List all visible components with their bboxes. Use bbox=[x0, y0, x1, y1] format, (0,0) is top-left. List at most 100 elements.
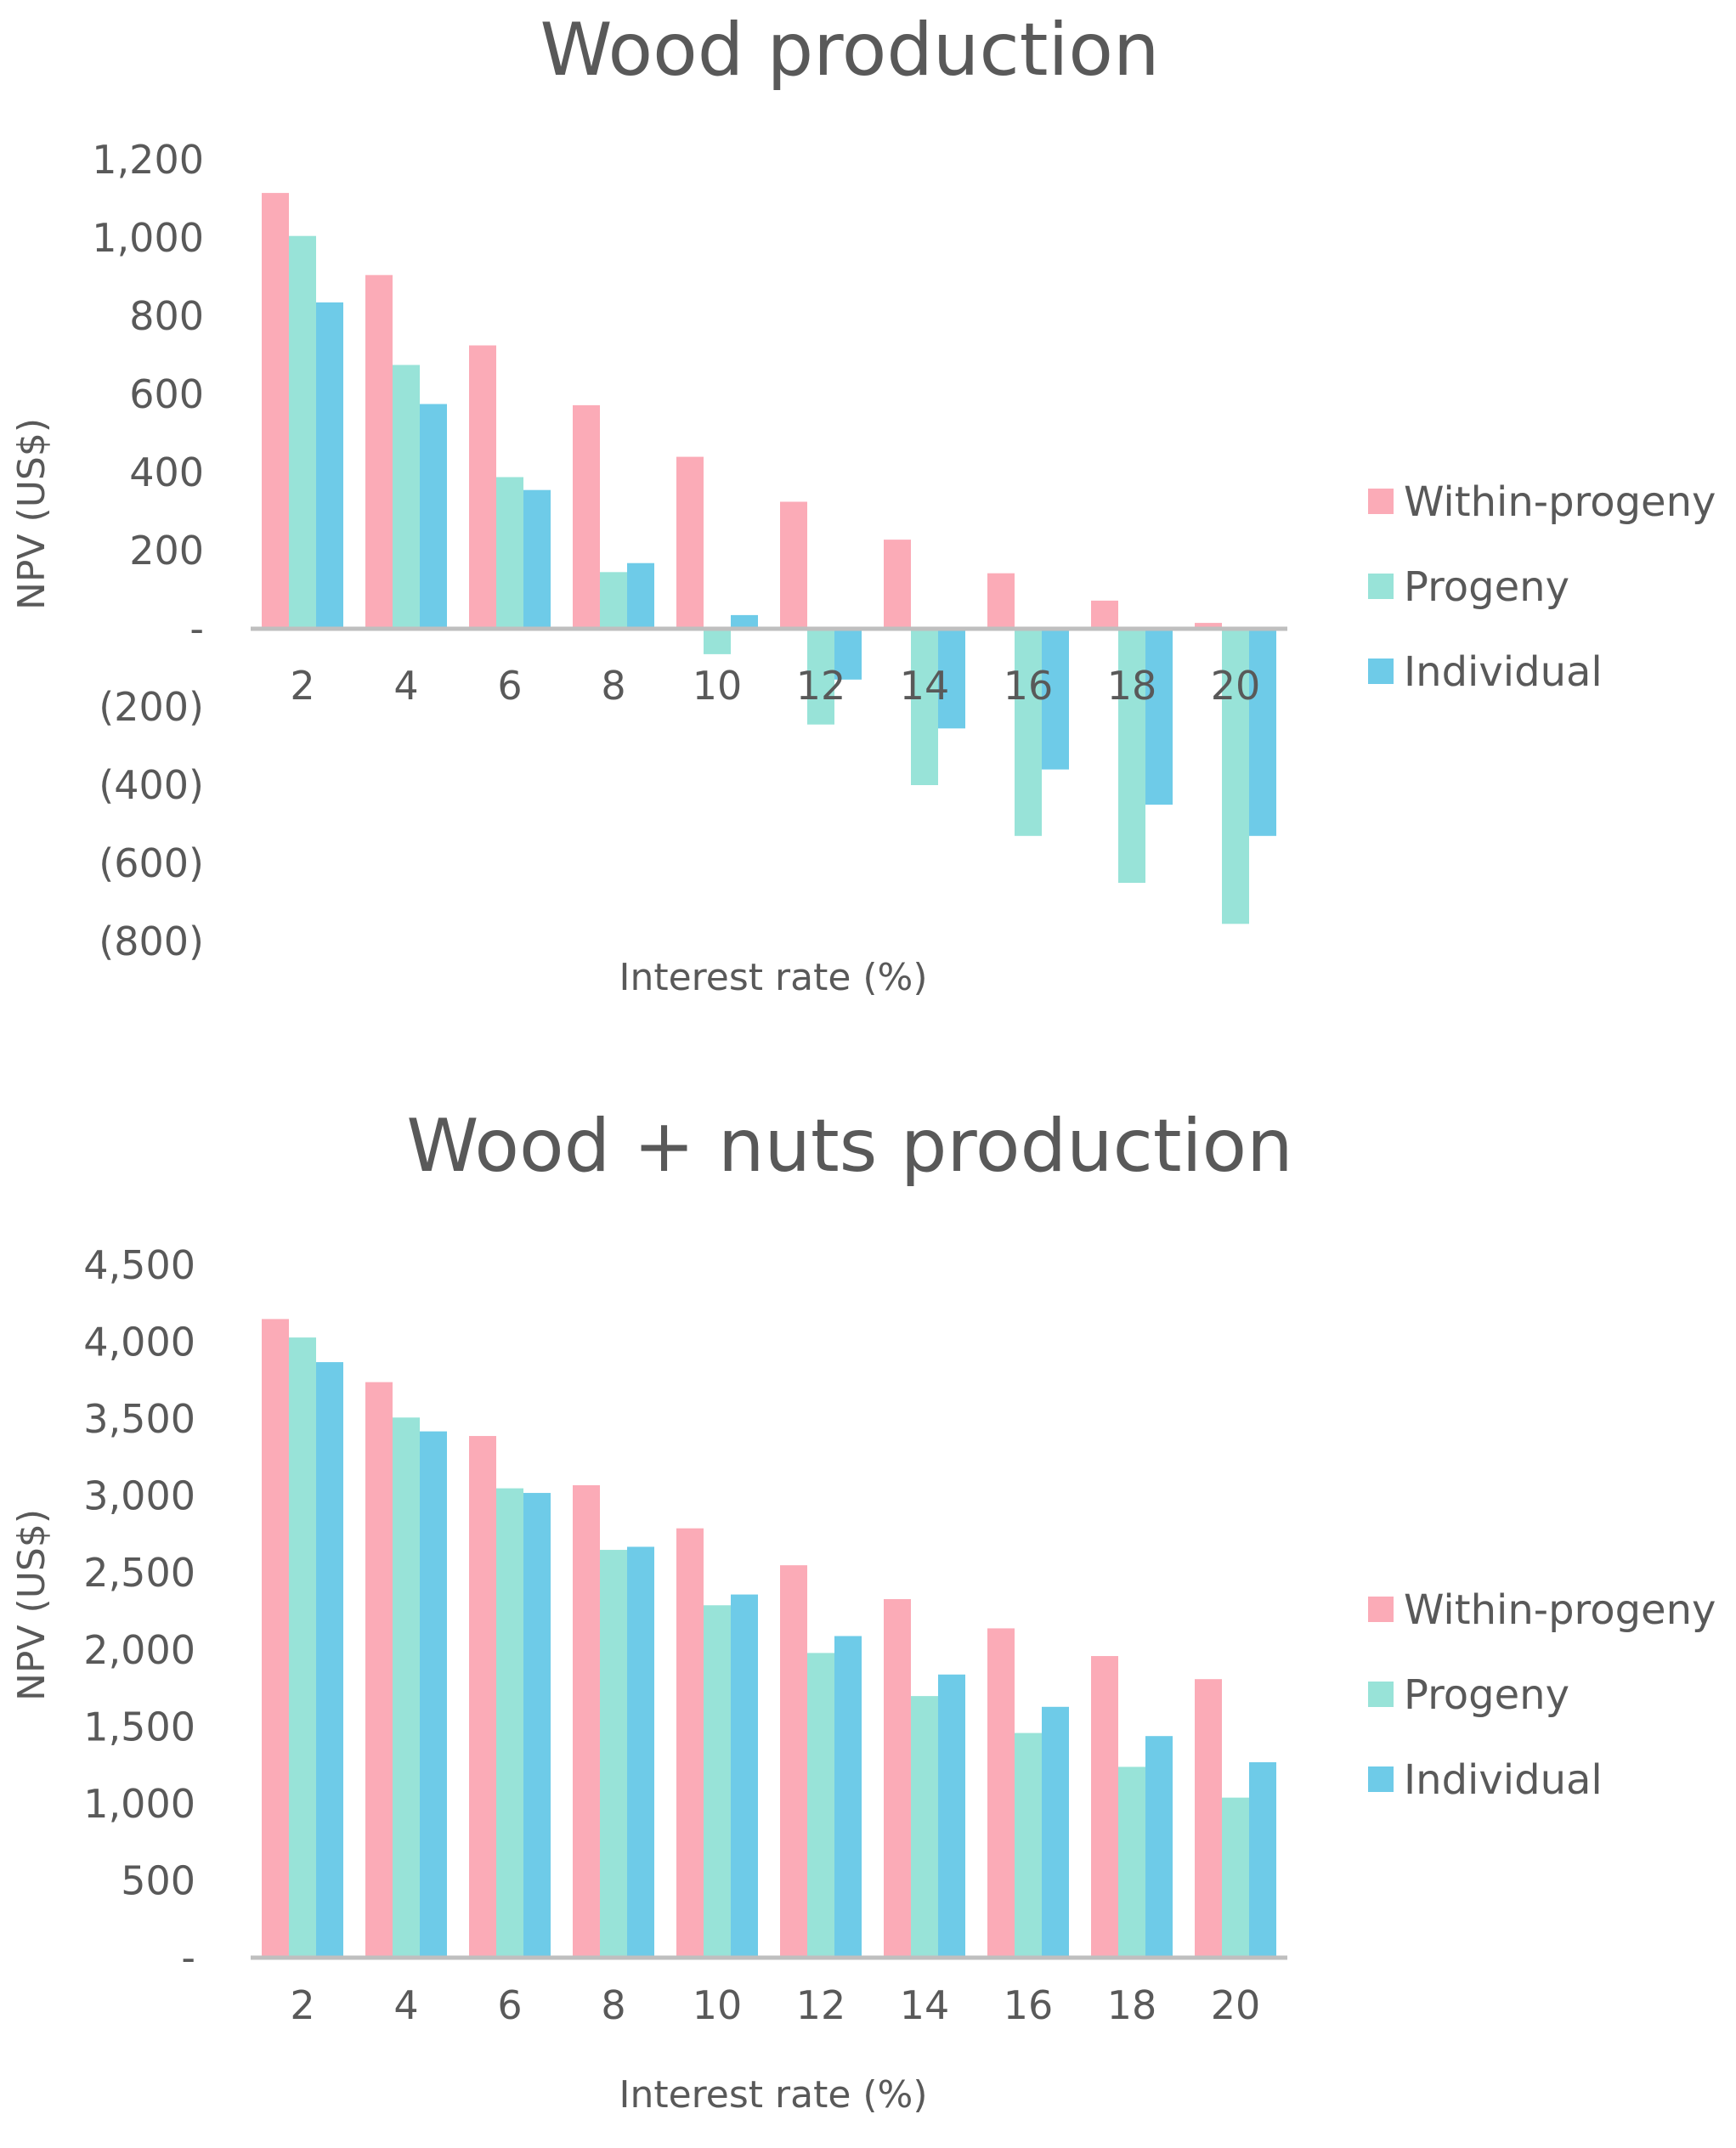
legend-label: Individual bbox=[1404, 1756, 1603, 1804]
legend: Within-progeny Progeny Individual bbox=[1368, 478, 1716, 696]
bar bbox=[884, 1599, 911, 1958]
bar bbox=[911, 1696, 938, 1958]
x-tick-label: 18 bbox=[1107, 663, 1157, 709]
bar bbox=[704, 629, 731, 654]
y-tick-label: 1,500 bbox=[83, 1704, 195, 1749]
bar bbox=[573, 1484, 600, 1958]
bar bbox=[1249, 629, 1276, 836]
bar bbox=[393, 1417, 420, 1958]
bar bbox=[807, 629, 834, 725]
bar bbox=[316, 302, 343, 629]
y-tick-label: 4,000 bbox=[83, 1320, 195, 1365]
bar bbox=[780, 501, 807, 629]
bar bbox=[496, 477, 523, 629]
bar bbox=[1118, 1766, 1145, 1958]
bar bbox=[316, 1362, 343, 1958]
x-tick-label: 12 bbox=[796, 1982, 846, 2028]
bar bbox=[884, 540, 911, 629]
bar bbox=[600, 572, 627, 629]
bar bbox=[420, 404, 447, 629]
x-tick-label: 8 bbox=[601, 1982, 625, 2028]
bar bbox=[1145, 629, 1173, 805]
x-tick-label: 18 bbox=[1107, 1982, 1157, 2028]
chart-title: Wood + nuts production bbox=[406, 1104, 1292, 1189]
bar bbox=[987, 573, 1015, 629]
bar bbox=[365, 274, 393, 629]
legend-swatch bbox=[1368, 574, 1394, 599]
y-tick-label: - bbox=[189, 606, 204, 652]
bar bbox=[1222, 1797, 1249, 1958]
y-tick-label: 500 bbox=[121, 1857, 195, 1903]
y-tick-label: (800) bbox=[99, 919, 204, 964]
bar bbox=[1091, 600, 1118, 629]
bar bbox=[1249, 1761, 1276, 1958]
bar bbox=[573, 404, 600, 629]
y-tick-label: 2,500 bbox=[83, 1550, 195, 1596]
bar bbox=[731, 614, 758, 629]
bar bbox=[1042, 1706, 1069, 1958]
x-tick-label: 20 bbox=[1211, 663, 1261, 709]
y-axis-title-group: NPV (US$) bbox=[10, 1509, 54, 1701]
bar bbox=[262, 1319, 289, 1958]
bar bbox=[911, 629, 938, 785]
bar bbox=[834, 1636, 862, 1958]
bar bbox=[627, 562, 654, 629]
legend-label: Within-progeny bbox=[1404, 478, 1716, 526]
x-tick-label: 14 bbox=[900, 663, 950, 709]
y-tick-label: 400 bbox=[129, 449, 204, 495]
legend-swatch bbox=[1368, 489, 1394, 514]
legend-swatch bbox=[1368, 1597, 1394, 1622]
x-tick-label: 10 bbox=[693, 663, 743, 709]
x-axis-title: Interest rate (%) bbox=[619, 2073, 927, 2117]
y-tick-label: (600) bbox=[99, 840, 204, 886]
bar bbox=[1222, 629, 1249, 924]
y-tick-label: 200 bbox=[129, 528, 204, 574]
x-tick-label: 14 bbox=[900, 1982, 950, 2028]
bar bbox=[627, 1546, 654, 1958]
legend-label: Progeny bbox=[1404, 563, 1569, 611]
x-tick-label: 4 bbox=[393, 663, 418, 709]
bar bbox=[600, 1550, 627, 1958]
chart-wood-nuts-production: Wood + nuts production NPV (US$) Interes… bbox=[10, 1104, 1716, 2117]
x-axis-title: Interest rate (%) bbox=[619, 956, 927, 999]
y-tick-label: (400) bbox=[99, 762, 204, 808]
x-tick-label: 8 bbox=[601, 663, 625, 709]
x-tick-label: 10 bbox=[693, 1982, 743, 2028]
bar bbox=[1145, 1736, 1173, 1958]
x-tick-label: 2 bbox=[290, 1982, 314, 2028]
bar bbox=[1015, 1733, 1042, 1958]
bar bbox=[523, 489, 551, 629]
x-tick-label: 4 bbox=[393, 1982, 418, 2028]
bar bbox=[262, 193, 289, 630]
y-axis-title: NPV (US$) bbox=[10, 418, 54, 610]
bar bbox=[393, 365, 420, 629]
y-axis-title: NPV (US$) bbox=[10, 1509, 54, 1701]
bar bbox=[469, 1436, 496, 1958]
x-tick-label: 16 bbox=[1004, 663, 1054, 709]
bar bbox=[807, 1653, 834, 1958]
bar bbox=[938, 629, 965, 729]
bar bbox=[523, 1493, 551, 1958]
bar bbox=[780, 1565, 807, 1958]
bar bbox=[1042, 629, 1069, 770]
legend-swatch bbox=[1368, 1766, 1394, 1792]
y-tick-label: 2,000 bbox=[83, 1627, 195, 1673]
y-tick-label: 800 bbox=[129, 293, 204, 339]
y-tick-label: 1,200 bbox=[92, 137, 204, 183]
legend-label: Within-progeny bbox=[1404, 1586, 1716, 1634]
y-axis-title-group: NPV (US$) bbox=[10, 418, 54, 610]
y-tick-label: 600 bbox=[129, 371, 204, 417]
y-tick-label: (200) bbox=[99, 684, 204, 730]
legend-label: Individual bbox=[1404, 648, 1603, 696]
bar bbox=[704, 1605, 731, 1958]
bar bbox=[289, 235, 316, 629]
bar bbox=[1195, 623, 1222, 629]
plot-area: 1,200 1,000 800 600 400 200 - (200) (400) (600) (8… bbox=[92, 137, 1287, 964]
y-tick-label: 1,000 bbox=[83, 1781, 195, 1827]
x-tick-label: 12 bbox=[796, 663, 846, 709]
y-tick-label: 3,000 bbox=[83, 1473, 195, 1519]
bar bbox=[496, 1488, 523, 1958]
bar bbox=[676, 1528, 704, 1958]
bar bbox=[676, 456, 704, 629]
